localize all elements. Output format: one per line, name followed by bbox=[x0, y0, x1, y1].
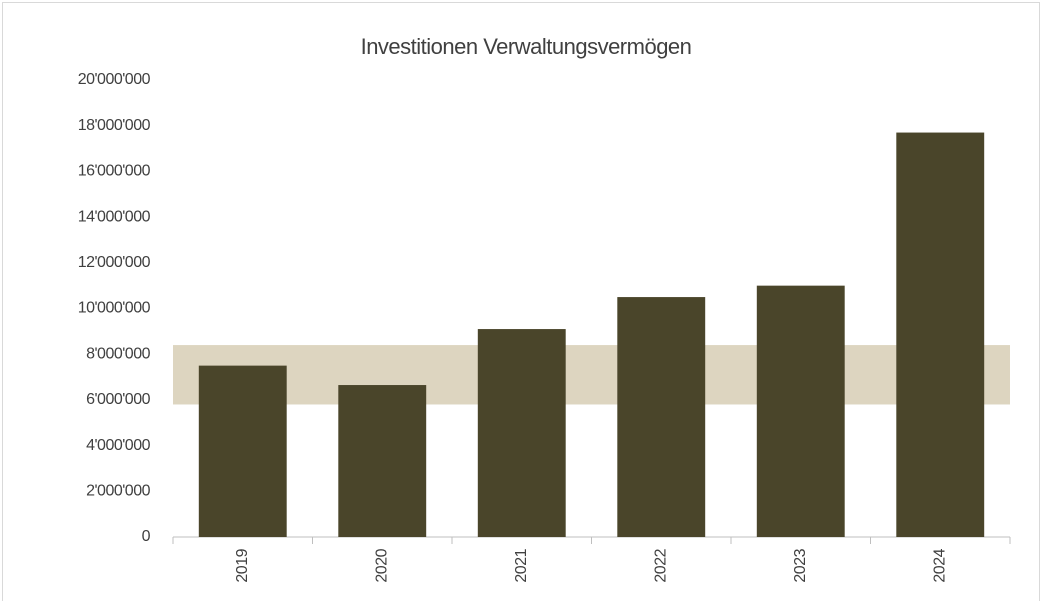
x-tick-label: 2020 bbox=[373, 548, 390, 582]
x-tick-label: 2021 bbox=[513, 548, 530, 582]
bar bbox=[477, 329, 566, 537]
y-tick-label: 20'000'000 bbox=[78, 71, 151, 88]
y-tick-label: 12'000'000 bbox=[78, 254, 151, 271]
x-tick-label: 2019 bbox=[234, 548, 251, 582]
y-tick-label: 0 bbox=[142, 528, 151, 545]
y-tick-label: 6'000'000 bbox=[86, 391, 151, 408]
chart-title: Investitionen Verwaltungsvermögen bbox=[361, 34, 692, 59]
y-tick-label: 16'000'000 bbox=[78, 163, 151, 180]
bar bbox=[338, 385, 427, 537]
bar bbox=[896, 132, 985, 537]
y-tick-label: 10'000'000 bbox=[78, 300, 151, 317]
y-tick-label: 8'000'000 bbox=[86, 345, 151, 362]
x-tick-label: 2023 bbox=[792, 548, 809, 582]
reference-band bbox=[173, 345, 1010, 405]
y-tick-label: 4'000'000 bbox=[86, 437, 151, 454]
bar bbox=[756, 285, 845, 537]
y-tick-label: 18'000'000 bbox=[78, 117, 151, 134]
bar bbox=[617, 297, 706, 537]
y-tick-label: 2'000'000 bbox=[86, 483, 151, 500]
x-tick-label: 2024 bbox=[931, 548, 948, 582]
bar bbox=[198, 365, 287, 537]
y-tick-label: 14'000'000 bbox=[78, 208, 151, 225]
x-tick-label: 2022 bbox=[652, 548, 669, 582]
